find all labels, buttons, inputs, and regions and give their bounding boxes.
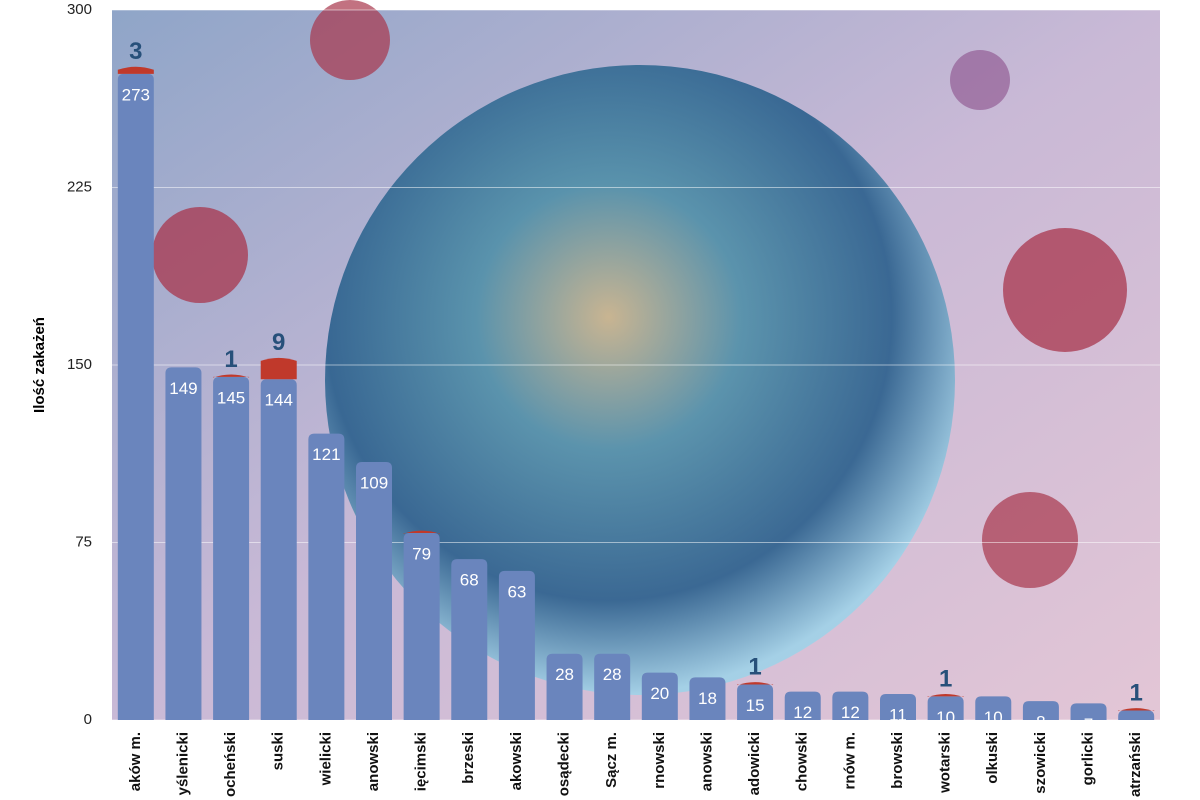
- y-tick-label: 0: [84, 711, 92, 728]
- value-label: 68: [460, 571, 479, 590]
- value-label: 28: [555, 665, 574, 684]
- bar: [927, 696, 964, 720]
- value-label: 18: [698, 689, 717, 708]
- bar: [737, 684, 774, 720]
- bar: [308, 433, 345, 720]
- virus: [152, 207, 248, 303]
- x-tick-label: wielicki: [317, 732, 334, 786]
- x-tick-label: brzeski: [460, 732, 477, 784]
- value-label: 8: [1036, 713, 1045, 732]
- value-label: 79: [412, 545, 431, 564]
- bar-cap: [927, 693, 964, 697]
- value-label: 1: [748, 653, 761, 680]
- virus: [1003, 228, 1127, 352]
- x-tick-label: ocheński: [222, 732, 239, 797]
- x-tick-label: osądecki: [556, 732, 573, 796]
- virus: [982, 492, 1078, 588]
- x-tick-label: ięcimski: [413, 732, 430, 791]
- value-label: 145: [217, 388, 245, 407]
- bar: [451, 559, 488, 720]
- bar-cap: [117, 66, 154, 74]
- bar: [689, 677, 726, 720]
- bar: [403, 533, 440, 720]
- x-tick-label: aków m.: [127, 732, 144, 791]
- bar: [594, 653, 631, 720]
- bar-cap: [1118, 708, 1155, 712]
- x-tick-label: olkuski: [984, 732, 1001, 784]
- x-tick-label: gorlicki: [1080, 732, 1097, 785]
- value-label: 63: [507, 582, 526, 601]
- virus: [310, 0, 390, 80]
- x-tick-label: yślenicki: [174, 732, 191, 795]
- value-label: 3: [129, 38, 142, 65]
- bar: [165, 367, 202, 720]
- bar: [498, 570, 535, 720]
- bar: [641, 672, 678, 720]
- bar: [880, 693, 916, 720]
- x-tick-label: suski: [270, 732, 287, 770]
- value-label: 1: [1130, 680, 1143, 707]
- bar: [356, 462, 392, 720]
- value-label: 144: [265, 391, 293, 410]
- bar-cap: [737, 682, 774, 686]
- value-label: 10: [984, 708, 1003, 727]
- x-tick-label: anowski: [365, 732, 382, 791]
- bar: [1022, 701, 1059, 720]
- y-axis-label: Ilość zakażeń: [31, 317, 48, 413]
- value-label: 9: [272, 329, 285, 356]
- value-label: 11: [889, 705, 907, 724]
- x-tick-label: akowski: [508, 732, 525, 790]
- globe: [325, 65, 955, 695]
- value-label: 1: [939, 665, 952, 692]
- bar: [1118, 710, 1155, 720]
- x-tick-label: wotarski: [937, 732, 954, 794]
- value-label: 109: [360, 474, 388, 493]
- bar: [117, 73, 154, 720]
- x-tick-label: Sącz m.: [603, 732, 620, 788]
- value-label: 28: [603, 665, 622, 684]
- x-tick-label: szowicki: [1032, 732, 1049, 794]
- value-label: 12: [793, 703, 812, 722]
- bar: [832, 691, 869, 720]
- x-tick-label: rnów m.: [841, 732, 858, 790]
- virus: [950, 50, 1010, 110]
- y-tick-label: 300: [67, 1, 92, 18]
- bar: [784, 691, 821, 720]
- y-tick-label: 150: [67, 356, 92, 373]
- value-label: 4: [1131, 722, 1140, 741]
- value-label: 7: [1084, 715, 1093, 734]
- bar-cap: [260, 357, 297, 380]
- value-label: 20: [650, 684, 669, 703]
- bar: [213, 376, 250, 720]
- bar-cap: [213, 374, 250, 378]
- value-label: 10: [936, 708, 955, 727]
- value-label: 12: [841, 703, 860, 722]
- y-tick-label: 75: [75, 533, 92, 550]
- value-label: 1: [224, 346, 237, 373]
- bar: [260, 379, 297, 720]
- value-label: 149: [169, 379, 197, 398]
- value-label: 121: [312, 445, 340, 464]
- bar-cap: [403, 530, 440, 534]
- x-tick-label: chowski: [794, 732, 811, 791]
- x-tick-label: rnowski: [651, 732, 668, 789]
- x-tick-label: adowicki: [746, 732, 763, 795]
- bar: [546, 653, 583, 720]
- x-tick-label: anowski: [698, 732, 715, 791]
- x-tick-label: browski: [889, 732, 906, 789]
- value-label: 15: [746, 696, 765, 715]
- bar: [975, 696, 1012, 720]
- x-tick-label: atrzański: [1127, 732, 1144, 797]
- value-label: 273: [122, 85, 150, 104]
- bar: [1070, 703, 1107, 720]
- y-tick-label: 225: [67, 178, 92, 195]
